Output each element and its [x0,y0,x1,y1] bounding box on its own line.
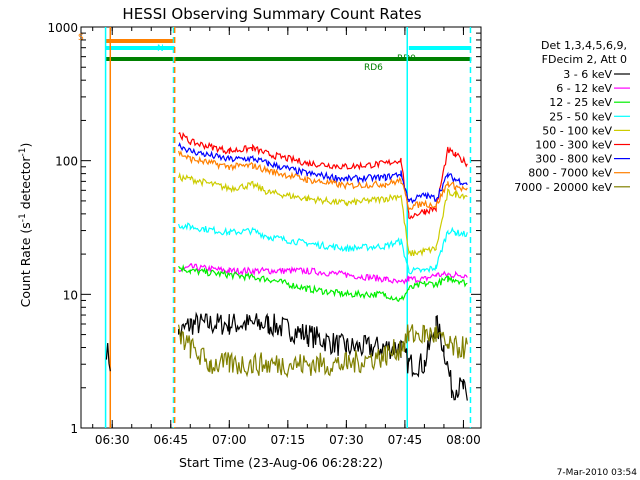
plot-border [80,26,482,429]
series-line-6 [178,142,468,205]
legend-header-line2: FDecim 2, Att 0 [542,53,627,66]
y-axis-label-end: ) [18,143,33,148]
legend-item-label: 50 - 100 keV [542,124,612,137]
legend-item-label: 12 - 25 keV [549,96,612,109]
series-line-2 [178,263,468,302]
y-tick-label: 100 [55,155,78,169]
chart-title: HESSI Observing Summary Count Rates [122,5,421,23]
legend-item-label: 100 - 300 keV [535,139,612,152]
series-lines [105,131,468,401]
legend: Det 1,3,4,5,6,9, FDecim 2, Att 0 3 - 6 k… [514,39,630,194]
y-axis-label-main: Count Rate (s [18,222,33,307]
x-tick-label: 07:45 [388,433,423,447]
legend-item-label: 300 - 800 keV [535,153,612,166]
y-axis-label: Count Rate (s-1 detector-1) [18,143,33,308]
footer-timestamp: 7-Mar-2010 03:54 [557,468,638,478]
y-tick-label: 1 [70,422,78,436]
x-tick-label: 08:00 [446,433,481,447]
axis-ticks: 06:30 06:45 07:00 07:15 07:30 07:45 08:00 1 10 10… [47,21,481,447]
series-line-1 [178,262,468,285]
series-line-4 [178,172,468,257]
y-axis-label-sup2: -1 [18,148,28,157]
series-line-3 [178,222,468,275]
y-tick-label: 10 [63,288,78,302]
series-line-8 [178,324,468,379]
x-tick-label: 06:45 [153,433,188,447]
y-axis-label-sup1: -1 [18,213,28,222]
flag-label-S: S [78,33,84,43]
x-tick-label: 07:30 [329,433,364,447]
x-tick-label: 07:00 [212,433,247,447]
svg-text:Count Rate (s-1 detector-1): Count Rate (s-1 detector-1) [18,143,33,308]
event-lines [104,27,472,428]
series-line-7 [178,150,468,212]
legend-item-label: 800 - 7000 keV [528,167,612,180]
legend-item-label: 25 - 50 keV [549,110,612,123]
legend-item-label: 6 - 12 keV [556,82,612,95]
flag-label-RD6: RD6 [364,63,383,73]
x-tick-label: 07:15 [271,433,306,447]
plot-frame [80,26,482,429]
flag-label-N: N [157,44,164,54]
x-axis-label: Start Time (23-Aug-06 06:28:22) [179,455,383,470]
series-line-0 [105,311,468,401]
series-line-5 [178,131,468,220]
legend-header-line1: Det 1,3,4,5,6,9, [541,39,627,52]
legend-item-label: 7000 - 20000 keV [514,181,612,194]
y-tick-label: 1000 [47,21,78,35]
y-axis-label-mid: detector [18,156,33,214]
legend-item-label: 3 - 6 keV [563,68,612,81]
x-tick-label: 06:30 [95,433,130,447]
